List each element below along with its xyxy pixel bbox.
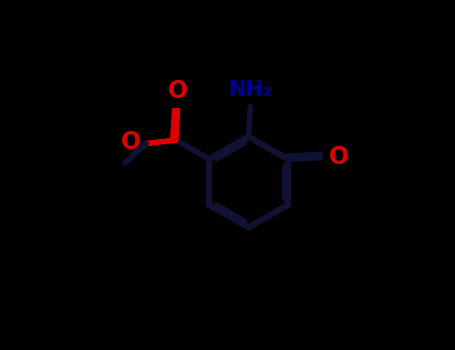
Text: O: O bbox=[121, 131, 141, 154]
Text: NH₂: NH₂ bbox=[228, 80, 272, 100]
Text: O: O bbox=[167, 79, 187, 103]
Text: O: O bbox=[329, 145, 349, 169]
